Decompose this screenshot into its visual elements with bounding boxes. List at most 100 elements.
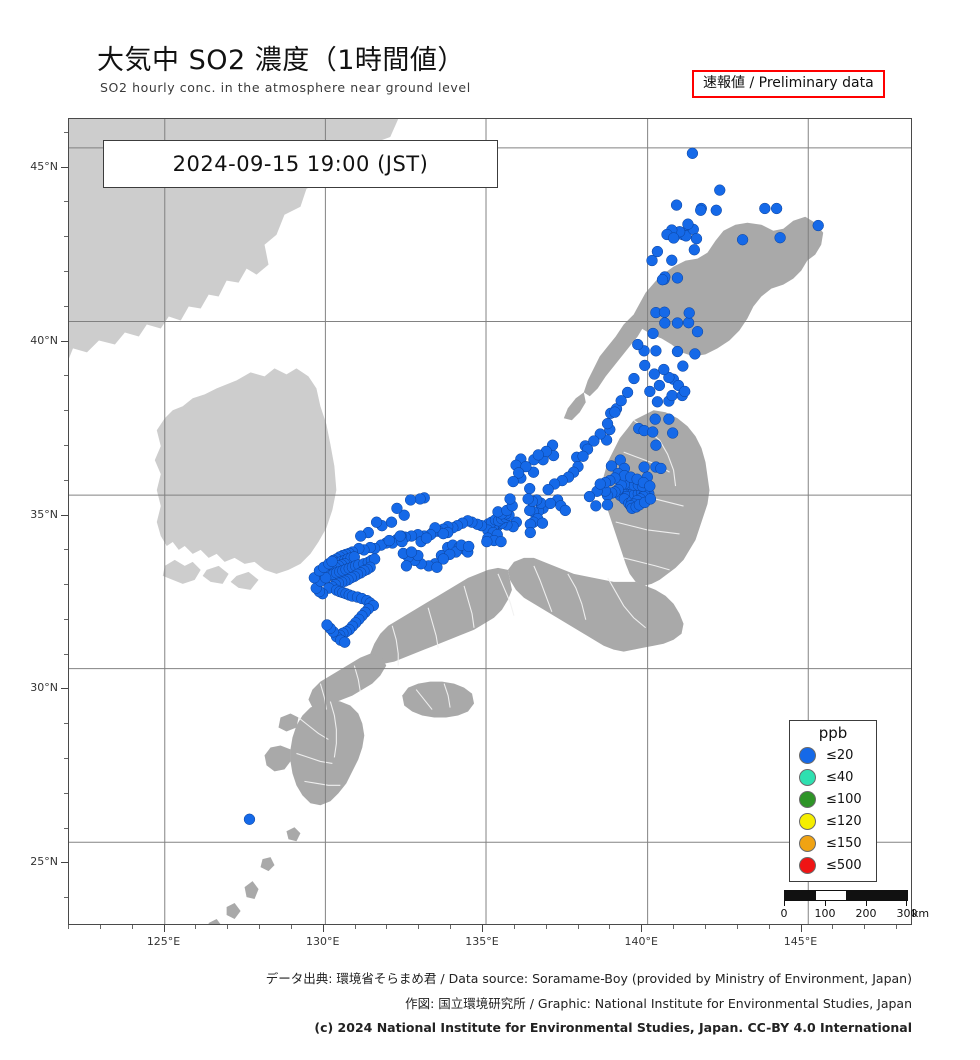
longitude-minor-tick <box>545 925 547 929</box>
station-dot <box>668 232 680 244</box>
station-dot <box>690 233 703 245</box>
station-dot <box>437 528 449 540</box>
scale-bar-segment <box>815 891 846 900</box>
station-dot <box>463 540 475 553</box>
station-dot <box>594 478 606 490</box>
station-dot <box>532 449 544 461</box>
station-dot <box>683 307 695 319</box>
latitude-minor-tick <box>64 549 68 551</box>
longitude-tick <box>163 925 165 932</box>
latitude-tick <box>61 862 68 864</box>
legend-title: ppb <box>818 724 848 742</box>
station-dot <box>671 345 684 358</box>
station-dot <box>420 532 433 544</box>
longitude-minor-tick <box>418 925 420 929</box>
station-dot <box>544 497 556 510</box>
station-dot <box>394 530 406 542</box>
station-dot <box>391 502 403 514</box>
longitude-minor-tick <box>131 925 133 929</box>
station-dot <box>507 475 519 488</box>
legend-item-label: ≤20 <box>826 747 854 763</box>
station-dot <box>577 450 589 462</box>
station-dot <box>644 385 656 398</box>
scale-bar: 0 100 200 300 km <box>781 890 929 923</box>
japan-so2-map <box>69 119 911 924</box>
station-dot <box>659 317 671 329</box>
legend-item[interactable]: ≤20 <box>790 744 876 766</box>
station-dot <box>812 219 824 232</box>
station-dot <box>651 245 664 258</box>
station-dot <box>385 516 398 528</box>
latitude-minor-tick <box>64 758 68 760</box>
longitude-minor-tick <box>290 925 292 929</box>
latitude-tick-label: 40°N <box>30 333 58 347</box>
scale-bar-ticks <box>784 901 908 906</box>
longitude-minor-tick <box>768 925 770 929</box>
station-dot <box>601 499 614 511</box>
station-dot <box>686 147 699 159</box>
legend-item[interactable]: ≤120 <box>790 810 876 832</box>
so2-station-dots <box>243 147 824 825</box>
longitude-tick <box>322 925 324 932</box>
legend-item[interactable]: ≤500 <box>790 854 876 876</box>
footer-copyright: (c) 2024 National Institute for Environm… <box>314 1020 912 1035</box>
latitude-tick-label: 35°N <box>30 507 58 521</box>
station-dot <box>667 427 679 439</box>
latitude-minor-tick <box>64 236 68 238</box>
legend-item[interactable]: ≤40 <box>790 766 876 788</box>
legend-color-dot-icon <box>799 812 816 830</box>
station-dot <box>520 461 532 473</box>
legend-color-dot-icon <box>799 834 816 852</box>
station-dot <box>615 395 627 407</box>
station-dot <box>689 348 701 360</box>
station-dot <box>666 389 678 402</box>
station-dot <box>632 338 644 351</box>
station-dot <box>583 490 596 503</box>
latitude-minor-tick <box>64 827 68 829</box>
latitude-minor-tick <box>64 653 68 655</box>
scale-bar-unit-label: km <box>912 907 930 920</box>
latitude-minor-tick <box>64 479 68 481</box>
station-dot <box>404 494 417 506</box>
station-dot <box>594 428 606 440</box>
station-dot <box>628 372 640 385</box>
station-dot <box>653 379 666 392</box>
station-dot <box>605 460 618 472</box>
station-dot <box>609 406 621 418</box>
station-dot <box>710 204 722 216</box>
longitude-minor-tick <box>195 925 197 929</box>
legend-item-label: ≤100 <box>826 791 862 807</box>
station-dot <box>621 386 634 399</box>
station-dot <box>682 317 695 329</box>
longitude-minor-tick <box>450 925 452 929</box>
station-dot <box>524 482 536 495</box>
station-dot <box>398 509 410 521</box>
legend-item[interactable]: ≤150 <box>790 832 876 854</box>
map-plot-area[interactable] <box>68 118 912 925</box>
station-dot <box>481 536 493 548</box>
preliminary-data-badge: 速報値 / Preliminary data <box>692 70 885 99</box>
station-dot <box>601 418 614 430</box>
station-dot <box>658 363 670 376</box>
longitude-minor-tick <box>673 925 675 929</box>
scale-bar-tick-label: 300 <box>896 907 918 920</box>
station-dot <box>655 462 667 475</box>
station-dot <box>646 254 658 267</box>
scale-bar-segment <box>876 891 907 900</box>
station-dot <box>647 426 659 438</box>
station-dot <box>663 371 675 384</box>
longitude-minor-tick <box>354 925 356 929</box>
station-dot <box>414 493 426 505</box>
timestamp-label: 2024-09-15 19:00 (JST) <box>172 152 429 176</box>
station-dot <box>639 359 651 372</box>
station-dot <box>644 493 657 505</box>
legend-item[interactable]: ≤100 <box>790 788 876 810</box>
latitude-minor-tick <box>64 271 68 273</box>
station-dot <box>649 413 661 425</box>
scale-bar-segment <box>785 891 816 900</box>
station-dot <box>405 546 418 558</box>
station-dot <box>759 202 771 215</box>
legend-item-label: ≤150 <box>826 835 862 851</box>
station-dot <box>691 326 704 338</box>
longitude-minor-tick <box>259 925 261 929</box>
